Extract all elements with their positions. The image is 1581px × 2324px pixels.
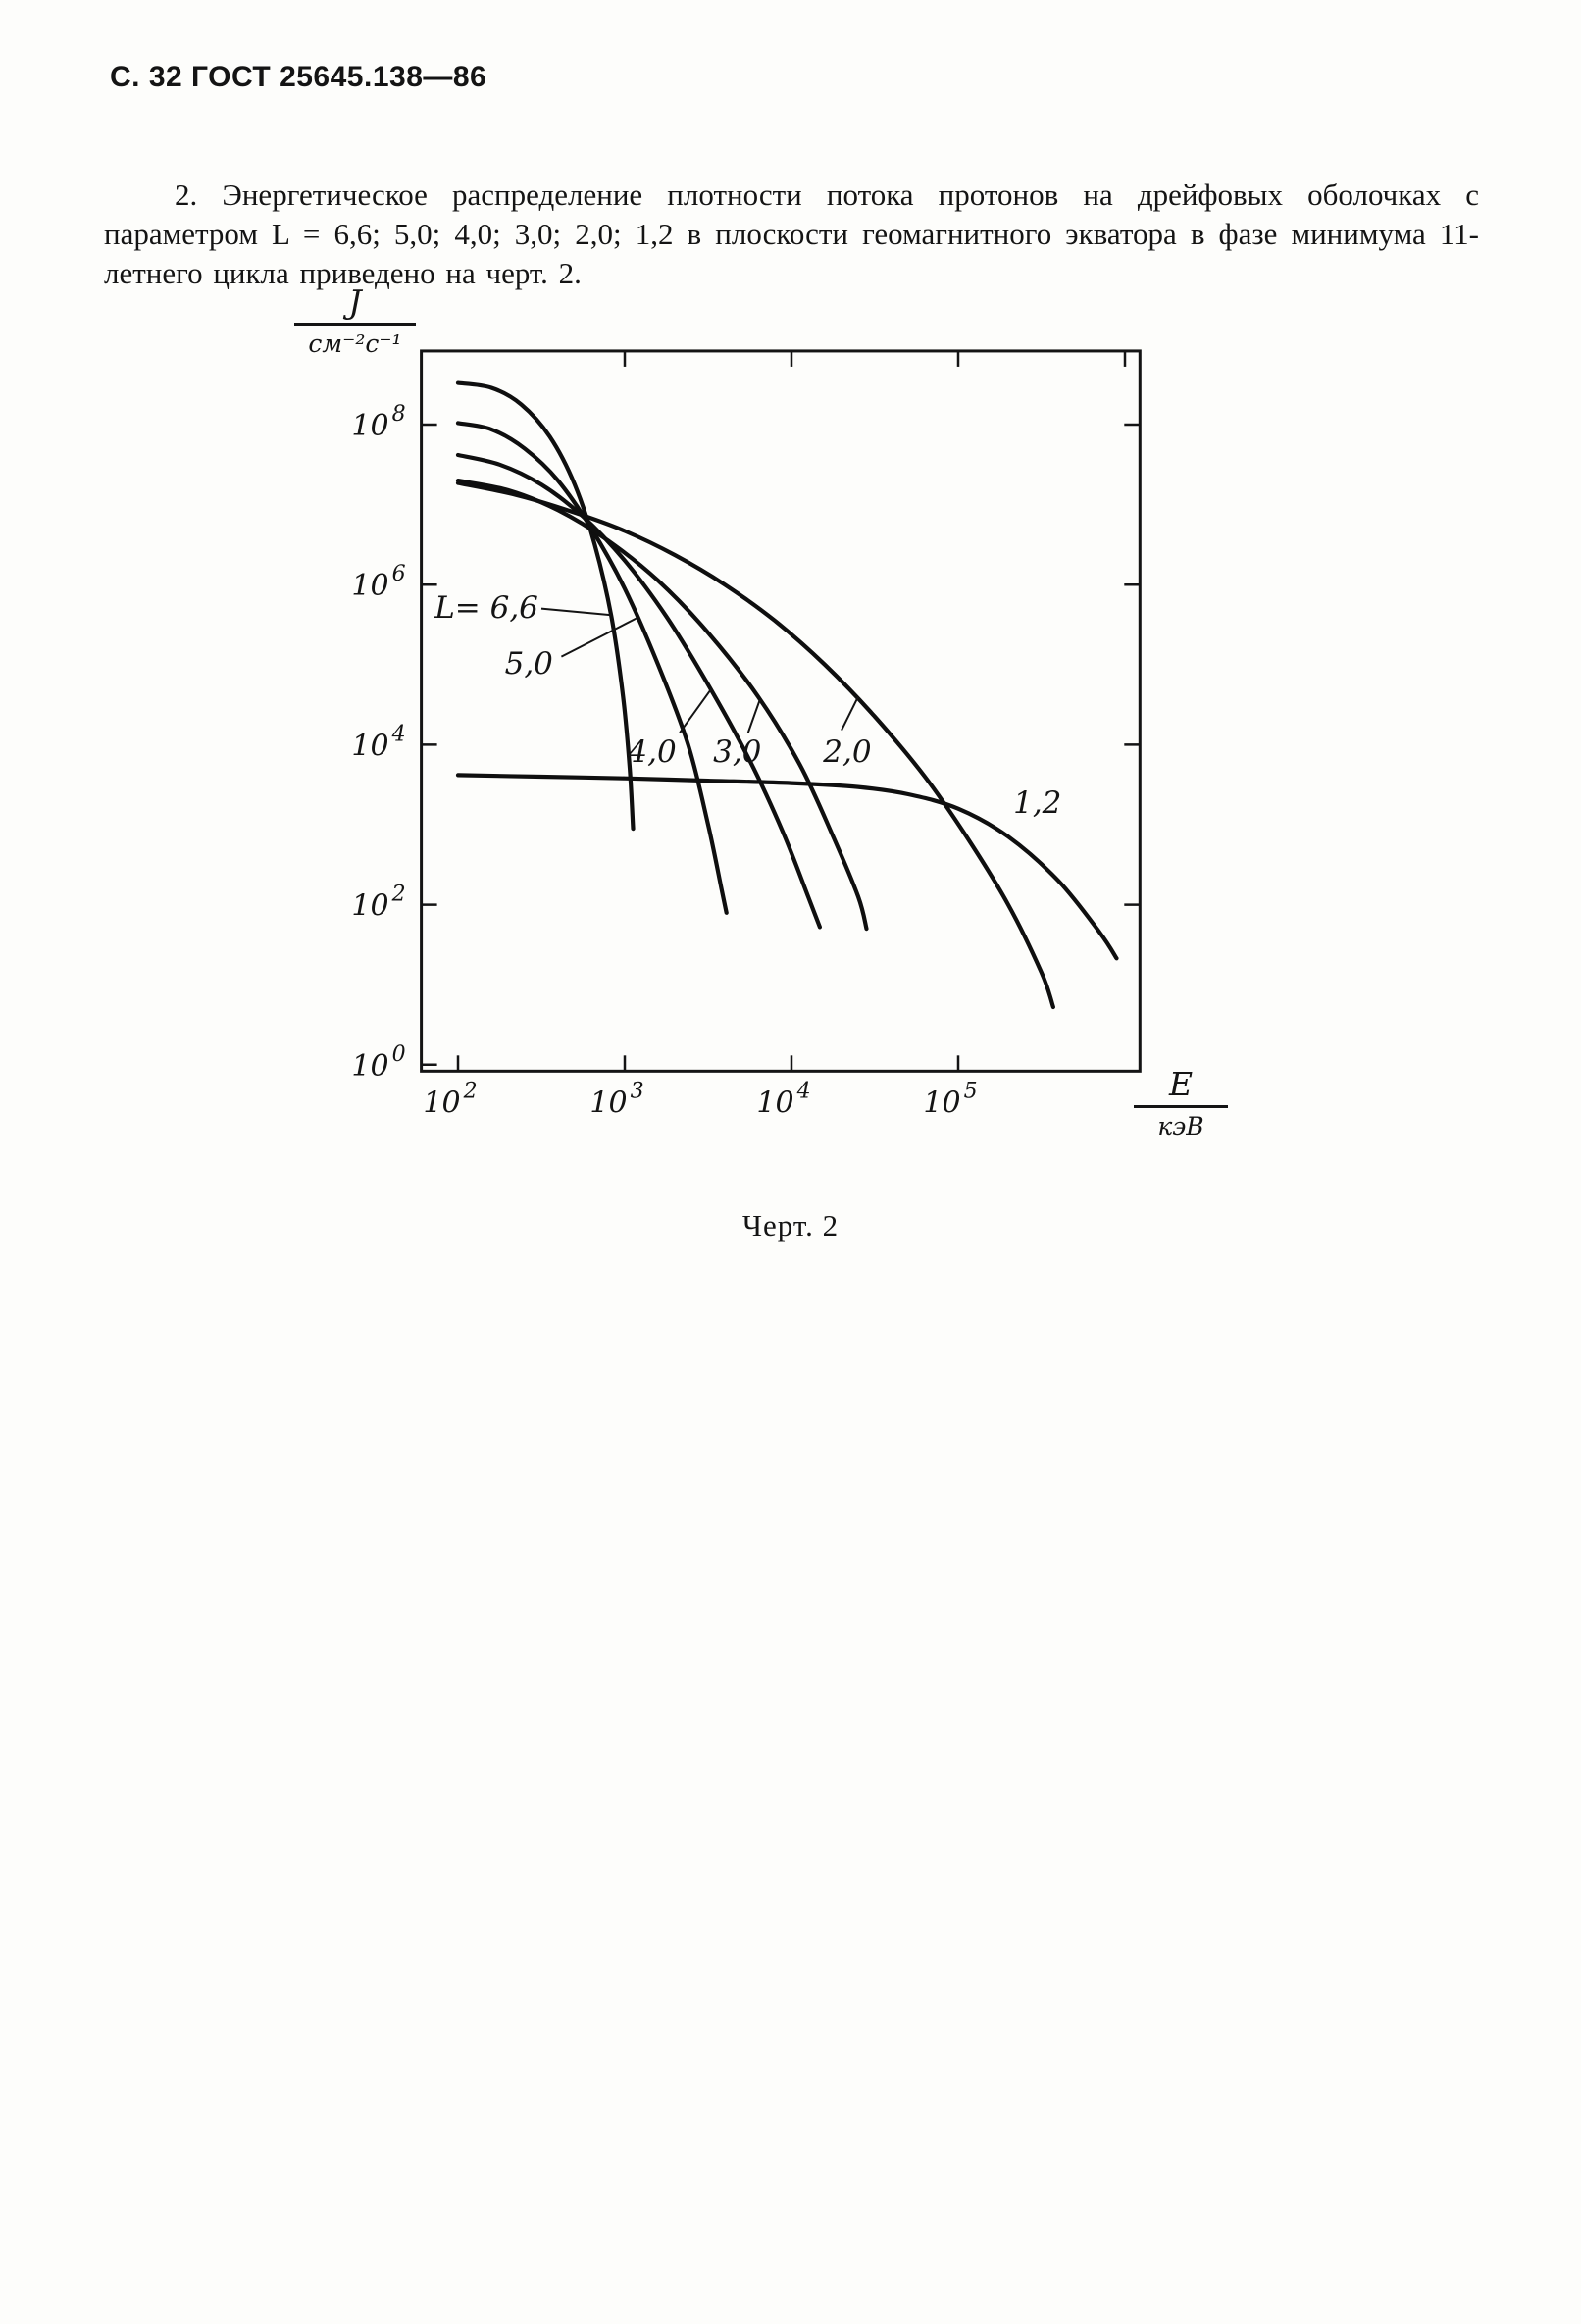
figure-caption: Черт. 2 xyxy=(741,1208,840,1242)
y-tick-label: 10 2 xyxy=(351,883,405,924)
x-axis-title-numerator: E xyxy=(1168,1065,1194,1103)
y-axis-title-numerator: J xyxy=(348,282,362,321)
curve-label-leader xyxy=(679,687,713,733)
x-tick-label: 10 5 xyxy=(923,1079,977,1120)
figure-chart: 10 2 10 3 10 4 10 5 10 8 10 6 10 4 10 2 10 0 L= 6,6 5,0 4,0 3… xyxy=(294,282,1228,1140)
y-axis-title: J см⁻²с⁻¹ xyxy=(294,282,416,358)
chart-svg: 10 2 10 3 10 4 10 5 10 8 10 6 10 4 10 2 10 0 L= 6,6 5,0 4,0 3… xyxy=(351,349,1142,1120)
y-tick-label: 10 8 xyxy=(351,402,405,443)
curve-label-leader xyxy=(841,695,859,732)
curve-label-3-0: 3,0 xyxy=(713,734,761,770)
curve-L-4-0 xyxy=(455,452,822,930)
curve-label-leader xyxy=(746,699,761,733)
curve-label-1-2: 1,2 xyxy=(1013,785,1061,821)
body-paragraph: 2. Энергетическое распределение плотност… xyxy=(104,177,1479,290)
y-tick-label: 10 4 xyxy=(351,722,405,763)
curve-L-2-0 xyxy=(455,480,1055,1010)
page-header: С. 32 ГОСТ 25645.138—86 xyxy=(110,61,487,93)
x-axis-title: E кэВ xyxy=(1134,1065,1228,1140)
curve-label-2-0: 2,0 xyxy=(822,734,871,770)
y-tick-label: 10 0 xyxy=(351,1042,405,1084)
curve-L-5-0 xyxy=(455,421,729,915)
curve-label-L-6-6: L= 6,6 xyxy=(434,590,538,626)
curve-label-leader xyxy=(560,617,638,658)
x-tick-label: 10 4 xyxy=(756,1079,810,1120)
x-axis-title-denominator: кэВ xyxy=(1157,1112,1204,1140)
x-tick-label: 10 2 xyxy=(423,1079,477,1120)
plot-frame xyxy=(420,349,1142,1073)
y-axis-title-fraction-bar xyxy=(294,323,416,326)
y-axis-title-denominator: см⁻²с⁻¹ xyxy=(308,329,402,358)
y-tick-label: 10 6 xyxy=(351,562,405,603)
curve-label-4-0: 4,0 xyxy=(627,734,676,770)
curve-label-leader xyxy=(540,607,612,617)
curve-label-5-0: 5,0 xyxy=(505,646,553,682)
x-axis-title-fraction-bar xyxy=(1134,1105,1228,1108)
curve-L-1-2 xyxy=(455,773,1119,961)
x-tick-label: 10 3 xyxy=(589,1079,643,1120)
